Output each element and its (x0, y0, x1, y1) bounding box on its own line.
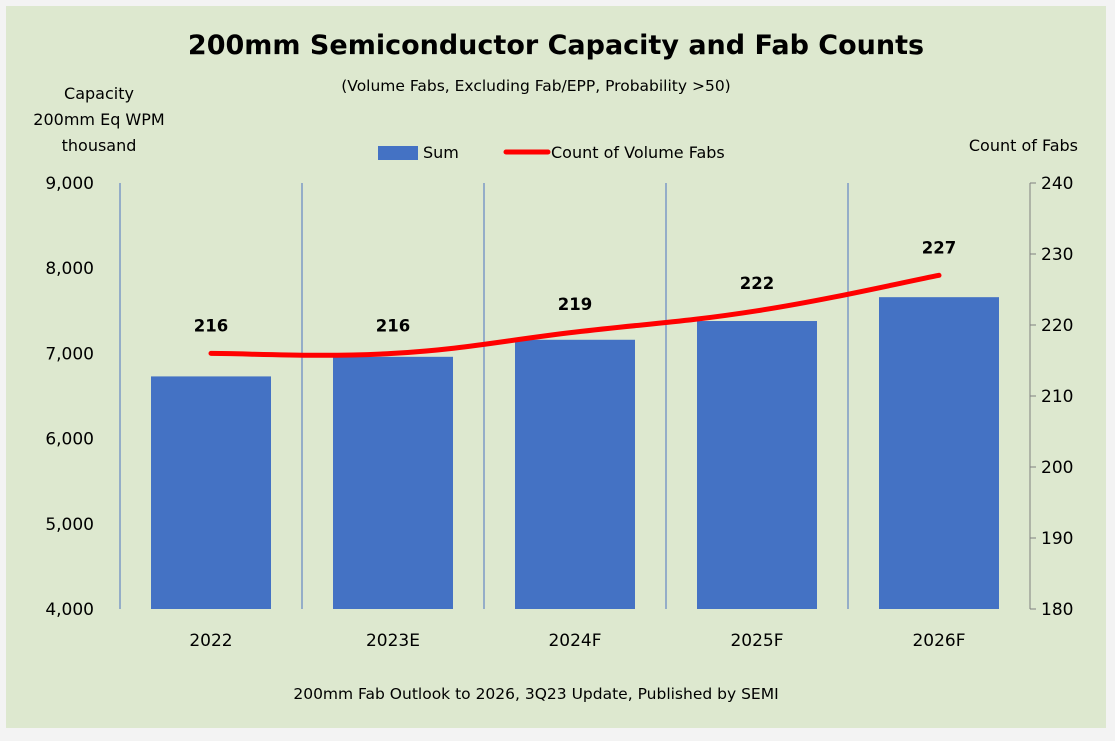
x-tick-label: 2025F (730, 631, 783, 651)
legend-label-count: Count of Volume Fabs (551, 143, 725, 162)
right-axis: 180 190 200 210 220 230 240 (1029, 174, 1073, 620)
legend: Sum Count of Volume Fabs (378, 143, 725, 162)
right-tick-label: 230 (1041, 245, 1073, 265)
right-tick-label: 240 (1041, 174, 1073, 194)
left-tick-label: 4,000 (45, 600, 94, 620)
left-axis-title-line-3: thousand (62, 136, 137, 155)
chart-frame: 200mm Semiconductor Capacity and Fab Cou… (6, 6, 1106, 728)
x-tick-label: 2022 (189, 631, 232, 651)
right-tick-label: 220 (1041, 316, 1073, 336)
data-label-2024F: 219 (558, 295, 592, 314)
data-label-2026F: 227 (922, 238, 956, 257)
bar-2025F (697, 321, 817, 609)
chart-title: 200mm Semiconductor Capacity and Fab Cou… (188, 30, 924, 61)
legend-swatch-sum (378, 146, 418, 160)
right-tick-label: 180 (1041, 600, 1073, 620)
bar-2022 (151, 376, 271, 609)
count-line (208, 272, 942, 358)
x-tick-label: 2024F (548, 631, 601, 651)
combo-chart: 200mm Semiconductor Capacity and Fab Cou… (33, 30, 1078, 703)
bar-2023E (333, 356, 453, 609)
bar-2026F (879, 297, 999, 609)
left-tick-label: 5,000 (45, 515, 94, 535)
right-tick-label: 200 (1041, 458, 1073, 478)
right-tick-label: 210 (1041, 387, 1073, 407)
left-tick-label: 8,000 (45, 259, 94, 279)
left-axis-title-line-1: Capacity (64, 84, 134, 103)
x-axis-ticks: 2022 2023E 2024F 2025F 2026F (189, 631, 965, 651)
bar-series (151, 297, 999, 609)
data-label-2023E: 216 (376, 316, 410, 335)
x-tick-label: 2026F (912, 631, 965, 651)
bar-2024F (515, 339, 635, 609)
right-tick-label: 190 (1041, 529, 1073, 549)
left-tick-label: 6,000 (45, 430, 94, 450)
line-series: 216 216 219 222 227 (194, 238, 956, 358)
data-label-2025F: 222 (740, 274, 774, 293)
right-axis-title: Count of Fabs (969, 136, 1078, 155)
x-tick-label: 2023E (366, 631, 420, 651)
left-tick-label: 9,000 (45, 174, 94, 194)
left-axis-title-line-2: 200mm Eq WPM (33, 110, 164, 129)
chart-subtitle: (Volume Fabs, Excluding Fab/EPP, Probabi… (341, 77, 730, 95)
legend-label-sum: Sum (423, 143, 459, 162)
left-axis-ticks: 4,000 5,000 6,000 7,000 8,000 9,000 (45, 174, 94, 620)
data-label-2022: 216 (194, 316, 228, 335)
left-tick-label: 7,000 (45, 344, 94, 364)
source-note: 200mm Fab Outlook to 2026, 3Q23 Update, … (293, 685, 778, 703)
